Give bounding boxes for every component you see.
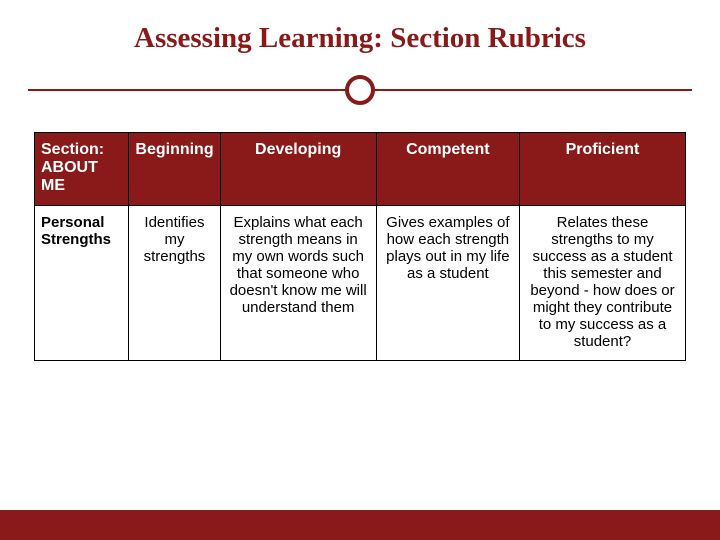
slide: Assessing Learning: Section Rubrics Sect… (0, 0, 720, 540)
cell-beginning: Identifies my strengths (129, 206, 220, 361)
rubric-table: Section: ABOUT ME Beginning Developing C… (34, 132, 686, 361)
table-header-row: Section: ABOUT ME Beginning Developing C… (35, 133, 686, 206)
divider (0, 75, 720, 105)
table-row: Personal Strengths Identifies my strengt… (35, 206, 686, 361)
cell-proficient: Relates these strengths to my success as… (519, 206, 685, 361)
header-proficient: Proficient (519, 133, 685, 206)
page-title: Assessing Learning: Section Rubrics (0, 0, 720, 69)
footer-bar (0, 510, 720, 540)
rubric-table-wrap: Section: ABOUT ME Beginning Developing C… (34, 132, 686, 361)
header-section: Section: ABOUT ME (35, 133, 129, 206)
divider-circle-icon (345, 75, 375, 105)
row-label: Personal Strengths (35, 206, 129, 361)
header-developing: Developing (220, 133, 376, 206)
header-beginning: Beginning (129, 133, 220, 206)
cell-developing: Explains what each strength means in my … (220, 206, 376, 361)
header-competent: Competent (376, 133, 519, 206)
cell-competent: Gives examples of how each strength play… (376, 206, 519, 361)
